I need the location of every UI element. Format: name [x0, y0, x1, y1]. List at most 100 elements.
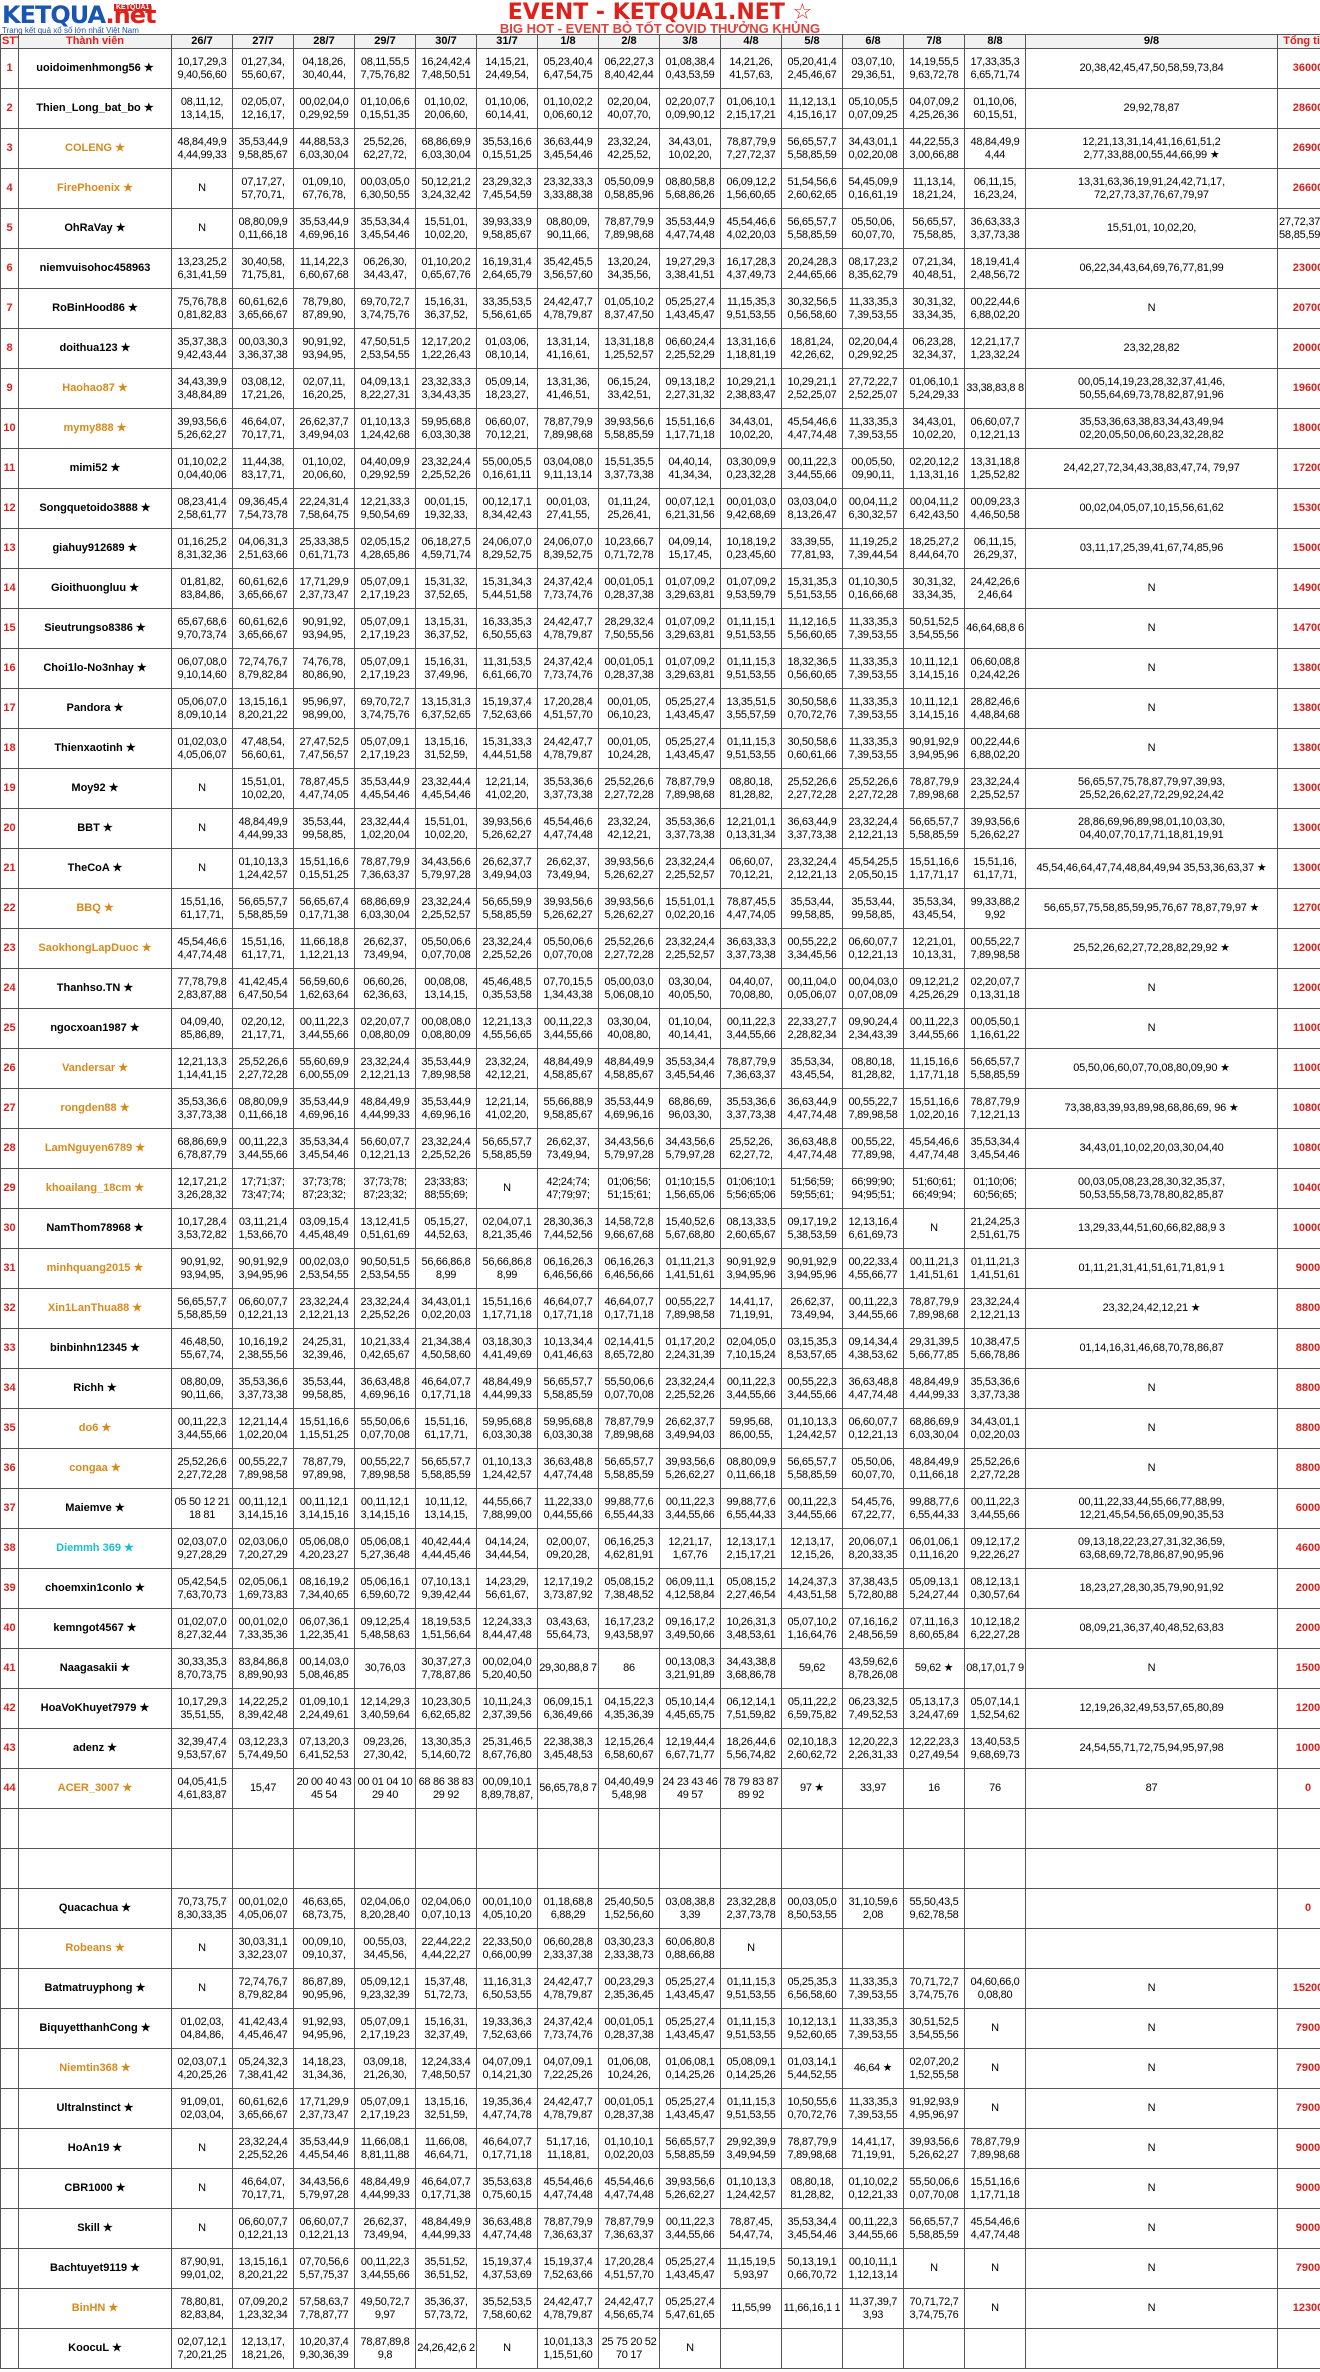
daily-pick-cell: 60,06,80,8 0,88,66,88 — [659, 1928, 721, 1969]
daily-pick-cell: 34,43,38,8 3,68,86,78 — [720, 1648, 782, 1689]
daily-pick-cell: 06,15,24, 33,42,51, — [598, 368, 660, 409]
member-name[interactable]: KoocuL ★ — [18, 2328, 172, 2369]
member-name[interactable]: rongden88 ★ — [18, 1088, 172, 1129]
member-name[interactable]: Robeans ★ — [18, 1928, 172, 1969]
daily-pick-cell: 01,02,07,0 8,27,32,44 — [171, 1608, 233, 1649]
daily-pick-cell: 39,93,56,6 5,26,62,27 — [659, 1448, 721, 1489]
member-name[interactable]: Moy92 ★ — [18, 768, 172, 809]
member-name[interactable]: khoailang_18cm ★ — [18, 1168, 172, 1209]
member-name[interactable]: Ultralnstinct ★ — [18, 2088, 172, 2129]
member-name[interactable]: Xin1LanThua88 ★ — [18, 1288, 172, 1329]
member-name[interactable]: uoidoimenhmong56 ★ — [18, 48, 172, 89]
daily-pick-cell: 99,33,88,2 9,92 — [964, 888, 1026, 929]
daily-pick-cell: 04,15,22,3 4,35,36,39 — [598, 1688, 660, 1729]
member-name[interactable]: adenz ★ — [18, 1728, 172, 1769]
member-name[interactable]: SaokhongLapDuoc ★ — [18, 928, 172, 969]
member-name[interactable]: ACER_3007 ★ — [18, 1768, 172, 1809]
daily-pick-cell — [659, 1808, 721, 1849]
member-name[interactable]: Pandora ★ — [18, 688, 172, 729]
member-name[interactable]: giahuy912689 ★ — [18, 528, 172, 569]
member-name[interactable]: binbinhn12345 ★ — [18, 1328, 172, 1369]
member-name[interactable]: Songquetoido3888 ★ — [18, 488, 172, 529]
member-name[interactable]: HoaVoKhuyet7979 ★ — [18, 1688, 172, 1729]
daily-pick-cell: 45,54,46,6 4,02,20,03 — [720, 208, 782, 249]
member-name[interactable]: OhRaVay ★ — [18, 208, 172, 249]
total-amount: 17200 — [1277, 448, 1320, 489]
member-name[interactable]: Thienxaotinh ★ — [18, 728, 172, 769]
daily-pick-cell: 11,55,99 — [720, 2288, 782, 2329]
daily-pick-cell: 02,03,07,1 4,20,25,26 — [171, 2048, 233, 2089]
member-name[interactable]: Maiemve ★ — [18, 1488, 172, 1529]
daily-pick-cell: 03,07,10, 29,36,51, — [842, 48, 904, 89]
daily-pick-cell: 35,53,34,4 3,45,54,46 — [659, 1048, 721, 1089]
daily-pick-cell: 15,51,16, 61,17,71, — [964, 848, 1026, 889]
daily-pick-cell: 46,64,07, 70,17,71, — [232, 408, 294, 449]
member-name[interactable]: kemngot4567 ★ — [18, 1608, 172, 1649]
member-name[interactable]: Haohao87 ★ — [18, 368, 172, 409]
daily-pick-cell: 11,66,08, 46,64,71, — [415, 2128, 477, 2169]
member-name[interactable]: mimi52 ★ — [18, 448, 172, 489]
member-name[interactable]: Diemmh 369 ★ — [18, 1528, 172, 1569]
table-row: 28 LamNguyen6789 ★ 68,86,69,9 6,78,87,79 00… — [0, 1128, 1320, 1169]
member-name[interactable]: LamNguyen6789 ★ — [18, 1128, 172, 1169]
member-name[interactable]: BinHN ★ — [18, 2288, 172, 2329]
member-name[interactable]: doithua123 ★ — [18, 328, 172, 369]
daily-pick-cell: 50,12,21,2 3,24,32,42 — [415, 168, 477, 209]
member-name[interactable]: Batmatruyphong ★ — [18, 1968, 172, 2009]
member-name[interactable]: Gioithuongluu ★ — [18, 568, 172, 609]
member-name[interactable]: RoBinHood86 ★ — [18, 288, 172, 329]
table-row: 12 Songquetoido3888 ★ 08,23,41,4 2,58,61,7… — [0, 488, 1320, 529]
member-name[interactable]: Niemtin368 ★ — [18, 2048, 172, 2089]
member-name[interactable]: choemxin1conlo ★ — [18, 1568, 172, 1609]
member-name[interactable]: do6 ★ — [18, 1408, 172, 1449]
daily-pick-cell: 33,38,83,8 8 — [964, 368, 1026, 409]
daily-pick-cell: 12,13,17, 18,21,26, — [232, 2328, 294, 2369]
member-name[interactable]: Richh ★ — [18, 1368, 172, 1409]
member-name[interactable]: minhquang2015 ★ — [18, 1248, 172, 1289]
site-logo[interactable]: KETQUA.net KETQUA1 Trang kết quả xổ số l… — [2, 2, 172, 42]
member-name[interactable]: Thien_Long_bat_bo ★ — [18, 88, 172, 129]
member-name[interactable] — [18, 1848, 172, 1889]
daily-pick-cell: 39,93,56,6 5,26,62,27 — [903, 2128, 965, 2169]
daily-pick-cell: 08,80,58,8 5,68,86,26 — [659, 168, 721, 209]
member-name[interactable]: Naagasakii ★ — [18, 1648, 172, 1689]
table-row: 9 Haohao87 ★ 34,43,39,9 3,48,84,89 03,08,12… — [0, 368, 1320, 409]
member-name[interactable]: Skill ★ — [18, 2208, 172, 2249]
member-name[interactable]: niemvuisohoc458963 — [18, 248, 172, 289]
daily-pick-cell: 01,10,02,2 0,04,40,06 — [171, 448, 233, 489]
member-name[interactable]: Sieutrungso8386 ★ — [18, 608, 172, 649]
member-name[interactable] — [18, 1808, 172, 1849]
member-name[interactable]: Choi1lo-No3nhay ★ — [18, 648, 172, 689]
daily-pick-cell: 56,65,57,7 5,58,85,59 — [659, 2128, 721, 2169]
member-name[interactable]: ngocxoan1987 ★ — [18, 1008, 172, 1049]
daily-pick-cell: 22,33,27,7 2,28,82,34 — [781, 1008, 843, 1049]
daily-pick-cell: 13,15,16, 32,51,59, — [415, 2088, 477, 2129]
member-name[interactable]: CBR1000 ★ — [18, 2168, 172, 2209]
member-name[interactable]: Quacachua ★ — [18, 1888, 172, 1929]
daily-pick-cell: 13,30,35,3 5,14,60,72 — [415, 1728, 477, 1769]
daily-pick-cell: 01,03,14,1 5,44,52,55 — [781, 2048, 843, 2089]
member-name[interactable]: BiquyetthanhCong ★ — [18, 2008, 172, 2049]
member-name[interactable]: Bachtuyet9119 ★ — [18, 2248, 172, 2289]
daily-pick-cell: 68 86 38 83 29 92 — [415, 1768, 477, 1809]
member-name[interactable]: HoAn19 ★ — [18, 2128, 172, 2169]
total-amount: 13800 — [1277, 688, 1320, 729]
daily-pick-cell: 90,91,92,9 3,94,95,96 — [720, 1248, 782, 1289]
daily-pick-cell: 06,12,14,1 7,51,59,82 — [720, 1688, 782, 1729]
member-name[interactable]: FirePhoenix ★ — [18, 168, 172, 209]
member-name[interactable]: mymy888 ★ — [18, 408, 172, 449]
daily-pick-cell: 11,16,31,3 6,50,53,55 — [476, 1968, 538, 2009]
daily-pick-cell: 44,22,55,3 3,00,66,88 — [903, 128, 965, 169]
member-name[interactable]: COLENG ★ — [18, 128, 172, 169]
member-name[interactable]: Vandersar ★ — [18, 1048, 172, 1089]
member-name[interactable]: BBT ★ — [18, 808, 172, 849]
member-name[interactable]: Thanhso.TN ★ — [18, 968, 172, 1009]
member-name[interactable]: TheCoA ★ — [18, 848, 172, 889]
daily-pick-cell: 07,11,16,3 8,60,65,84 — [903, 1608, 965, 1649]
member-name[interactable]: NamThom78968 ★ — [18, 1208, 172, 1249]
daily-pick-cell: 00,03,30,3 3,36,37,38 — [232, 328, 294, 369]
member-name[interactable]: congaa ★ — [18, 1448, 172, 1489]
member-name[interactable]: BBQ ★ — [18, 888, 172, 929]
daily-pick-cell — [964, 1808, 1026, 1849]
total-amount: 10800 — [1277, 1128, 1320, 1169]
